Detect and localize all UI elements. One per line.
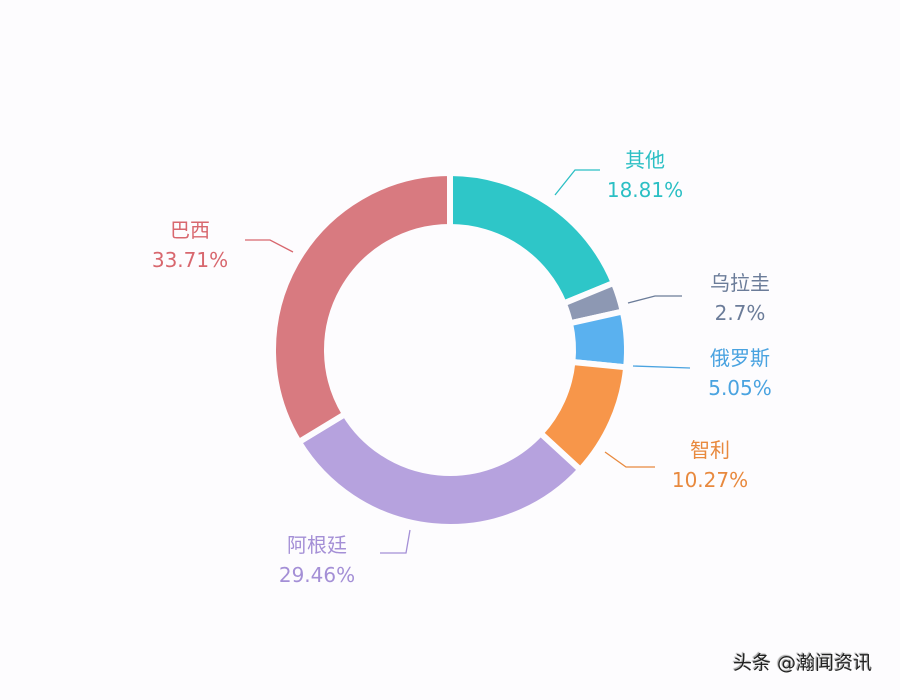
watermark: 头条 @瀚闻资讯: [732, 652, 872, 674]
slice-label: 阿根廷 29.46%: [262, 530, 372, 590]
slice-label: 俄罗斯 5.05%: [690, 343, 790, 403]
slice-2[interactable]: [567, 308, 630, 371]
leader-line: [632, 365, 691, 369]
slice-label-name: 智利: [690, 438, 730, 462]
slice-label-name: 俄罗斯: [710, 346, 770, 370]
slice-label-percent: 18.81%: [606, 178, 684, 202]
slice-label-percent: 5.05%: [708, 376, 772, 400]
slice-label-name: 其他: [625, 148, 665, 172]
slice-label-name: 阿根廷: [287, 533, 347, 557]
slice-label: 其他 18.81%: [600, 145, 690, 205]
slice-label: 巴西 33.71%: [140, 215, 240, 275]
leader-line: [380, 529, 411, 554]
slice-0[interactable]: [447, 170, 617, 307]
slice-label-percent: 2.7%: [714, 301, 766, 325]
slice-4[interactable]: [295, 411, 584, 530]
leader-line: [627, 295, 682, 304]
slice-label: 智利 10.27%: [660, 435, 760, 495]
slice-label: 乌拉圭 2.7%: [690, 268, 790, 328]
slice-5[interactable]: [270, 170, 453, 446]
slice-label-percent: 29.46%: [278, 563, 356, 587]
slice-label-name: 乌拉圭: [710, 271, 770, 295]
leader-line: [554, 169, 600, 196]
leader-line: [604, 451, 655, 468]
slice-label-name: 巴西: [170, 218, 210, 242]
leader-line: [245, 239, 294, 253]
slice-label-percent: 33.71%: [151, 248, 229, 272]
slice-label-percent: 10.27%: [671, 468, 749, 492]
